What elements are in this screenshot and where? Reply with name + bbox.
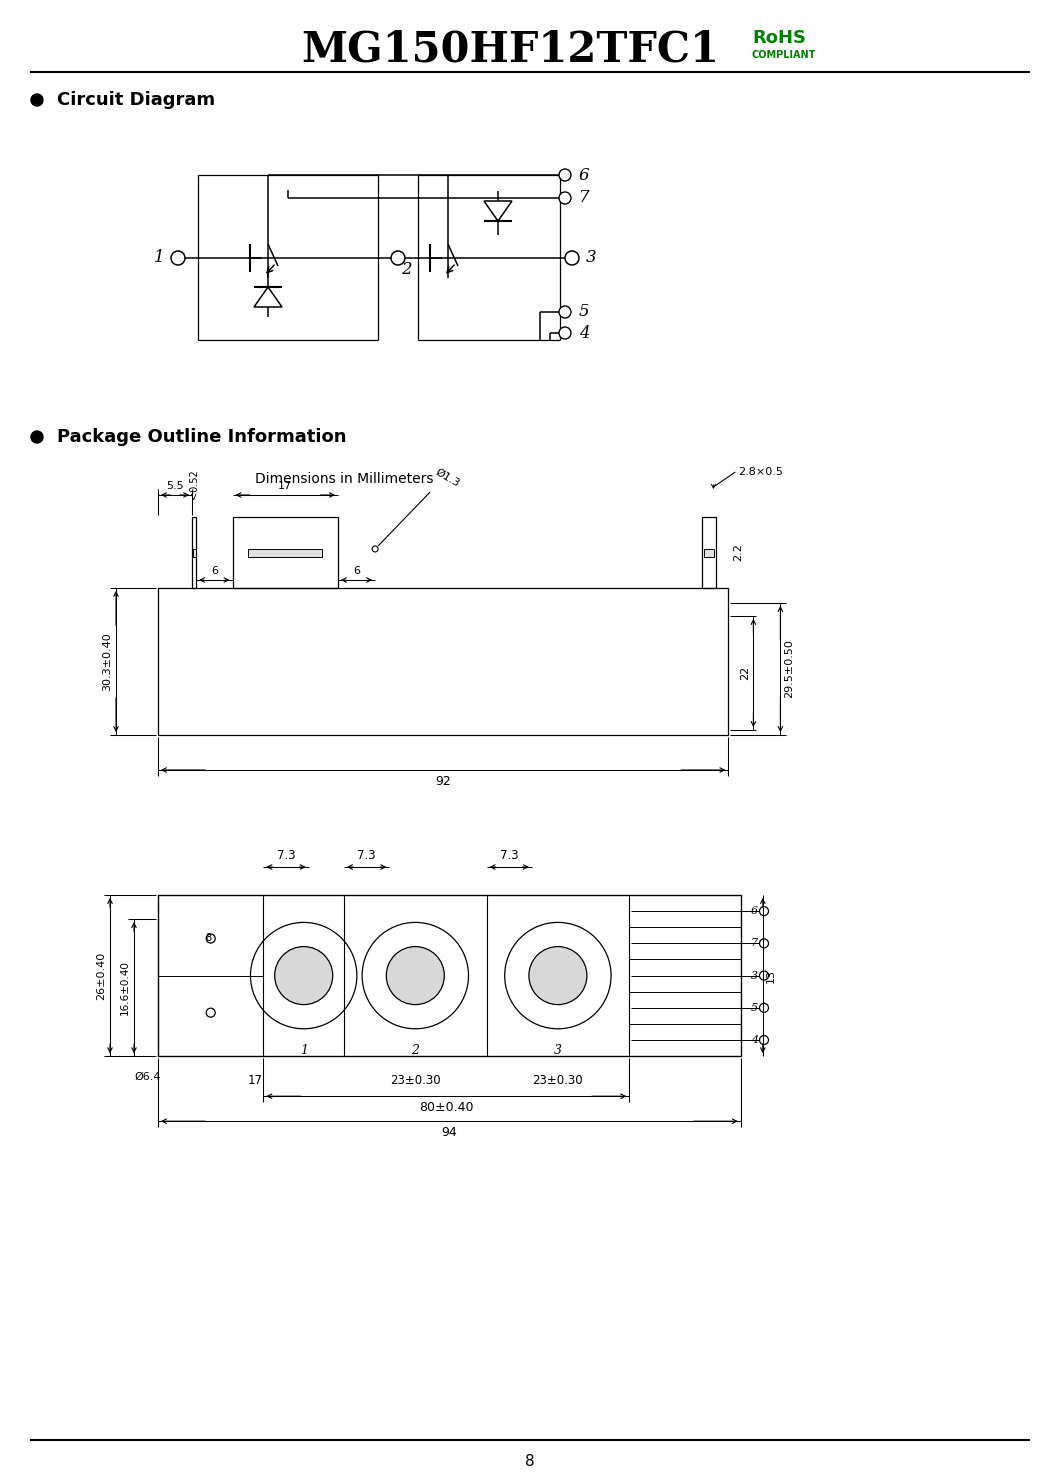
Text: 3: 3 [586, 249, 597, 267]
Bar [158, 588, 728, 735]
Bar [248, 549, 322, 556]
Text: 26±0.40: 26±0.40 [96, 951, 106, 1000]
Text: 80±0.40: 80±0.40 [419, 1101, 474, 1114]
Text: 7: 7 [579, 190, 589, 206]
Text: 1: 1 [300, 1043, 307, 1057]
Text: 94: 94 [442, 1126, 457, 1140]
Circle shape [372, 546, 378, 552]
Text: Dimensions in Millimeters: Dimensions in Millimeters [255, 472, 434, 485]
Text: 7: 7 [750, 938, 758, 948]
Circle shape [171, 251, 185, 266]
Text: COMPLIANT: COMPLIANT [752, 50, 816, 59]
Text: 6: 6 [579, 166, 589, 184]
Circle shape [250, 923, 357, 1028]
Text: 7.3: 7.3 [277, 849, 296, 862]
Text: MG150HF12TFC1: MG150HF12TFC1 [301, 30, 719, 71]
Text: 4: 4 [750, 1034, 758, 1045]
Circle shape [31, 93, 43, 105]
Text: 6: 6 [353, 565, 360, 576]
Text: 16.6±0.40: 16.6±0.40 [120, 960, 130, 1015]
Text: 1: 1 [154, 249, 164, 267]
Text: 2: 2 [411, 1043, 420, 1057]
Text: 4: 4 [579, 325, 589, 341]
Text: 3: 3 [750, 971, 758, 981]
Text: 29.5±0.50: 29.5±0.50 [784, 640, 794, 699]
Circle shape [275, 947, 333, 1005]
Text: 92: 92 [436, 775, 452, 788]
Circle shape [760, 907, 768, 916]
Text: RoHS: RoHS [752, 30, 806, 47]
Text: 13: 13 [765, 969, 776, 982]
Text: 30.3±0.40: 30.3±0.40 [102, 632, 112, 692]
Circle shape [529, 947, 587, 1005]
Text: Ø1.3: Ø1.3 [434, 467, 461, 490]
Circle shape [391, 251, 405, 266]
Text: 5.5: 5.5 [166, 481, 183, 491]
Circle shape [760, 1003, 768, 1012]
Text: 3: 3 [554, 1043, 562, 1057]
Circle shape [207, 1008, 215, 1017]
Circle shape [559, 306, 571, 318]
Text: <0.52: <0.52 [189, 469, 199, 499]
Bar [232, 516, 338, 588]
Circle shape [760, 939, 768, 948]
Text: 7.3: 7.3 [500, 849, 518, 862]
Polygon shape [254, 286, 282, 307]
Text: Ø6.4: Ø6.4 [135, 1073, 161, 1082]
Circle shape [760, 971, 768, 979]
Text: 2.2: 2.2 [734, 543, 743, 561]
Bar [158, 895, 741, 1057]
Text: 8: 8 [206, 932, 212, 942]
Text: 17: 17 [278, 481, 293, 491]
Circle shape [559, 191, 571, 203]
Text: 22: 22 [740, 666, 750, 680]
Circle shape [565, 251, 579, 266]
Circle shape [207, 933, 215, 942]
Circle shape [760, 1036, 768, 1045]
Text: Circuit Diagram: Circuit Diagram [57, 91, 215, 108]
Bar [705, 549, 714, 556]
Text: 8: 8 [525, 1454, 535, 1469]
Text: 7.3: 7.3 [357, 849, 376, 862]
Bar [703, 516, 716, 588]
Text: 2: 2 [401, 261, 411, 278]
Text: 2.8×0.5: 2.8×0.5 [739, 467, 783, 476]
Text: 5: 5 [750, 1003, 758, 1014]
Text: 5: 5 [579, 304, 589, 321]
Text: 17: 17 [248, 1074, 263, 1088]
Circle shape [505, 923, 612, 1028]
Circle shape [386, 947, 444, 1005]
Bar [193, 549, 195, 556]
Text: Package Outline Information: Package Outline Information [57, 427, 347, 447]
Text: 23±0.30: 23±0.30 [390, 1074, 441, 1088]
Circle shape [559, 326, 571, 338]
Polygon shape [484, 200, 512, 221]
Circle shape [31, 430, 43, 444]
Text: 6: 6 [211, 565, 217, 576]
Text: 6: 6 [750, 907, 758, 916]
Text: 23±0.30: 23±0.30 [532, 1074, 583, 1088]
Circle shape [559, 169, 571, 181]
Bar [192, 516, 196, 588]
Circle shape [363, 923, 469, 1028]
